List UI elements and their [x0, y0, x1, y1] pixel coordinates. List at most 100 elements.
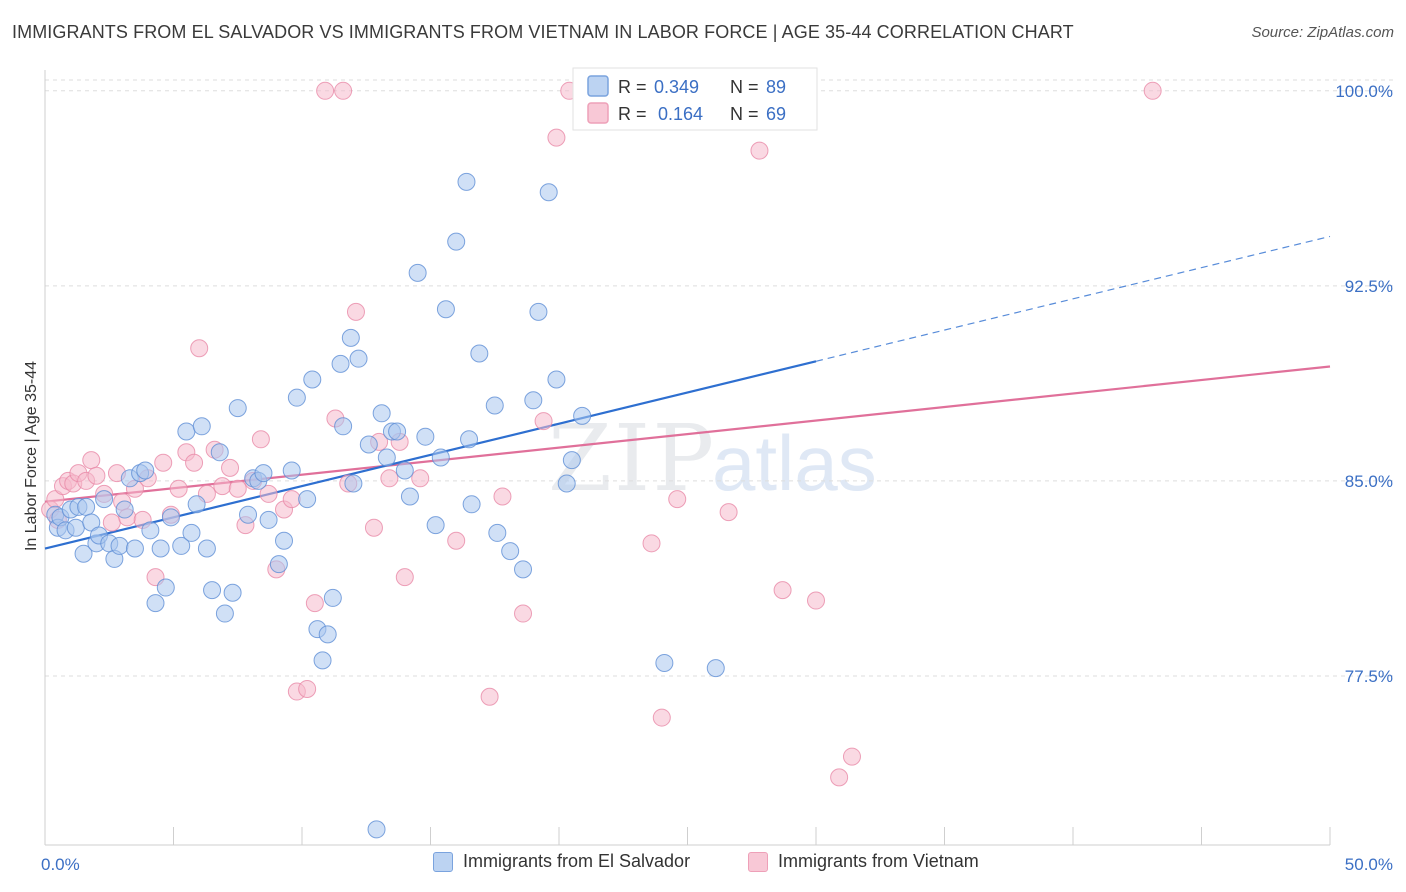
vietnam-point-66: [830, 768, 849, 787]
el-salvador-point-64: [400, 487, 419, 506]
el-salvador-point-41: [259, 510, 278, 529]
el-salvador-point-85: [573, 406, 592, 425]
vietnam-point-61: [719, 503, 738, 522]
legend-swatch-el-salvador: [587, 75, 609, 97]
vietnam-point-33: [259, 484, 278, 503]
el-salvador-point-8: [77, 497, 96, 516]
stats-legend-box: [572, 67, 818, 131]
vietnam-point-9: [87, 466, 106, 485]
el-salvador-point-55: [344, 474, 363, 493]
el-salvador-point-34: [215, 604, 234, 623]
el-salvador-point-50: [318, 625, 337, 644]
axes: [44, 70, 1331, 846]
el-salvador-point-65: [408, 263, 427, 282]
vietnam-point-40: [316, 81, 335, 100]
bottom-legend-swatch-vietnam: [748, 851, 768, 872]
watermark: ZIP atlas: [548, 405, 877, 512]
legend-swatch-vietnam: [587, 102, 609, 124]
el-salvador-point-31: [197, 539, 216, 558]
vietnam-point-11: [102, 513, 121, 532]
legend-n-label-2: N =: [730, 104, 759, 124]
stats-legend: R = 0.349 N = 89 R = 0.164 N = 69: [572, 67, 818, 131]
el-salvador-point-78: [514, 560, 533, 579]
vietnam-point-54: [514, 604, 533, 623]
y-tick-label-1: 92.5%: [1345, 277, 1393, 296]
el-salvador-point-47: [303, 370, 322, 389]
bottom-legend-label-el-salvador: Immigrants from El Salvador: [463, 851, 691, 871]
chart-title: IMMIGRANTS FROM EL SALVADOR VS IMMIGRANT…: [12, 22, 1074, 42]
vietnam-point-56: [547, 128, 566, 147]
el-salvador-point-44: [282, 461, 301, 480]
legend-r-label-1: R =: [618, 77, 647, 97]
vietnam-point-51: [447, 531, 466, 550]
vietnam-point-65: [842, 747, 861, 766]
el-salvador-point-46: [298, 490, 317, 509]
x-tick-label-1: 50.0%: [1345, 855, 1393, 874]
y-tick-label-2: 85.0%: [1345, 472, 1393, 491]
el-salvador-point-63: [395, 461, 414, 480]
el-salvador-point-68: [431, 448, 450, 467]
vietnam-point-42: [334, 81, 353, 100]
el-salvador-point-59: [372, 404, 391, 423]
el-salvador-point-67: [426, 516, 445, 535]
vietnam-point-55: [534, 412, 553, 431]
el-salvador-point-57: [359, 435, 378, 454]
vietnam-point-53: [493, 487, 512, 506]
el-salvador-point-33: [210, 443, 229, 462]
el-salvador-point-24: [156, 578, 175, 597]
el-salvador-point-49: [313, 651, 332, 670]
el-salvador-point-42: [269, 555, 288, 574]
y-axis-label: In Labor Force | Age 35-44: [23, 361, 40, 551]
el-salvador-point-7: [74, 544, 93, 563]
vietnam-point-58: [642, 534, 661, 553]
vietnam-point-59: [652, 708, 671, 727]
el-salvador-point-52: [331, 354, 350, 373]
el-salvador-point-30: [192, 417, 211, 436]
el-salvador-point-18: [125, 539, 144, 558]
trend-extension-el-salvador: [815, 235, 1331, 362]
vietnam-point-29: [228, 479, 247, 498]
el-salvador-point-81: [539, 183, 558, 202]
el-salvador-point-51: [323, 588, 342, 607]
el-salvador-point-15: [110, 536, 129, 555]
bottom-legend-vietnam: Immigrants from Vietnam: [748, 851, 979, 872]
el-salvador-point-27: [177, 422, 196, 441]
el-salvador-point-56: [349, 349, 368, 368]
el-salvador-point-54: [341, 328, 360, 347]
el-salvador-point-70: [447, 232, 466, 251]
legend-r-value-2: 0.164: [658, 104, 703, 124]
grid: [45, 79, 1395, 677]
vietnam-point-44: [346, 302, 365, 321]
el-salvador-point-72: [460, 430, 479, 449]
y-tick-label-0: 100.0%: [1335, 82, 1393, 101]
el-salvador-point-73: [462, 495, 481, 514]
vietnam-point-39: [305, 594, 324, 613]
el-salvador-point-5: [66, 518, 85, 537]
vietnam-point-47: [380, 469, 399, 488]
bottom-legend-el-salvador: Immigrants from El Salvador: [433, 851, 690, 872]
bottom-legend-label-vietnam: Immigrants from Vietnam: [778, 851, 979, 871]
legend-n-value-2: 69: [766, 104, 786, 124]
vietnam-point-50: [411, 469, 430, 488]
el-salvador-point-16: [115, 500, 134, 519]
vietnam-point-45: [364, 518, 383, 537]
el-salvador-point-29: [187, 495, 206, 514]
el-salvador-point-40: [254, 464, 273, 483]
vietnam-point-60: [668, 490, 687, 509]
el-salvador-point-83: [557, 474, 576, 493]
el-salvador-point-74: [470, 344, 489, 363]
el-salvador-point-45: [287, 388, 306, 407]
vietnam-point-49: [395, 568, 414, 587]
legend-n-label-1: N =: [730, 77, 759, 97]
el-salvador-point-58: [367, 820, 386, 839]
vietnam-point-27: [213, 477, 232, 496]
x-tick-label-0: 0.0%: [41, 855, 80, 874]
el-salvador-point-82: [547, 370, 566, 389]
el-salvador-point-66: [416, 427, 435, 446]
el-salvador-point-35: [223, 583, 242, 602]
vietnam-point-67: [1143, 81, 1162, 100]
legend-r-label-2: R =: [618, 104, 647, 124]
vietnam-point-52: [480, 687, 499, 706]
el-salvador-point-21: [141, 521, 160, 540]
